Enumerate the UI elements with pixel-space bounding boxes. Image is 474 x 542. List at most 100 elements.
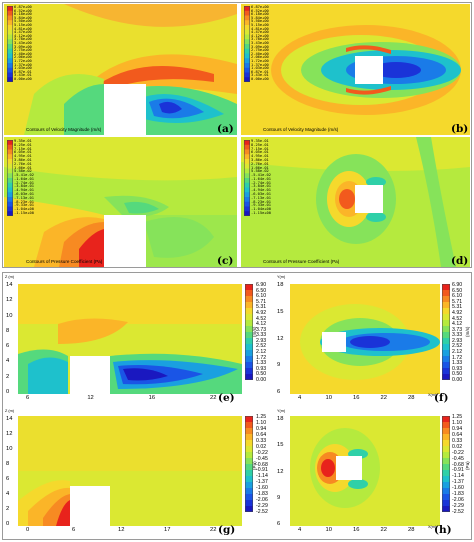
colorbar-band: [7, 178, 13, 184]
colorbar-band: [442, 308, 450, 315]
x-tick-label: 16: [353, 395, 360, 401]
colorbar-tick-label: 4.12: [452, 321, 463, 328]
panel-a: 6.87e+00 6.52e+00 6.18e+00 5.84e+00 5.50e+00…: [4, 4, 237, 135]
colorbar-band: [442, 374, 450, 380]
colorbar-tick-label: 1.03e+00: [251, 66, 269, 71]
colorbar-tick-label: 3.33: [452, 332, 463, 339]
panel-h-colorbar: [442, 416, 450, 512]
y-tick-label: 6: [277, 389, 281, 395]
colorbar-band: [245, 440, 253, 447]
colorbar-band: [7, 63, 13, 69]
colorbar-band: [7, 159, 13, 165]
panel-e-label: (e): [218, 392, 235, 404]
panel-e: Z (m) 14 12 10 8 6 4 2 0 6 12 16 22 (e): [4, 274, 262, 406]
colorbar-band: [245, 338, 253, 345]
colorbar-band: [244, 211, 250, 216]
y-tick-label: 0: [6, 521, 10, 527]
y-tick-label: 18: [277, 282, 284, 288]
colorbar-tick-label: 1.66e-01: [251, 165, 269, 170]
colorbar-band: [7, 173, 13, 179]
colorbar-band: [245, 368, 253, 375]
panel-g-contour: [18, 416, 242, 526]
colorbar-tick-label: 0.02: [452, 443, 463, 450]
colorbar-band: [442, 368, 450, 375]
panel-h-xaxis-title: X(m): [428, 525, 437, 529]
colorbar-band: [244, 72, 250, 78]
x-tick-label: 28: [408, 527, 415, 533]
panel-g-colorbar: [245, 416, 253, 512]
panel-e-xtick: 6 12 16 22: [18, 395, 242, 403]
colorbar-tick-label: 6.10: [256, 293, 267, 300]
colorbar-tick-label: -3.84e-01: [251, 184, 271, 189]
colorbar-band: [245, 482, 253, 489]
panel-e-colorbar: [245, 284, 253, 380]
colorbar-tick-label: -0.68: [452, 461, 464, 468]
colorbar-tick-label: 3.43e+00: [14, 41, 32, 45]
colorbar-band: [244, 178, 250, 184]
panel-a-colorbar-labels: 6.87e+00 6.52e+00 6.18e+00 5.84e+00 5.50e+00…: [14, 5, 44, 82]
panel-h: Y(m) 18 15 12 9 6 4 10 16 22 28 X(m) (h): [276, 408, 452, 538]
colorbar-tick-label: -0.68: [256, 461, 268, 468]
colorbar-tick-label: 2.40e+00: [14, 51, 32, 56]
colorbar-tick-label: 6.10: [452, 293, 463, 300]
colorbar-band: [244, 34, 250, 40]
colorbar-band: [245, 362, 253, 369]
colorbar-tick-label: 5.71: [452, 298, 463, 305]
panel-b-colorbar-labels: 6.87e+00 6.52e+00 6.18e+00 5.84e+00 5.50e+00…: [251, 5, 281, 82]
colorbar-band: [442, 350, 450, 357]
y-tick-label: 15: [277, 308, 284, 315]
colorbar-band: [244, 67, 250, 73]
panel-c: 9.35e-01 8.25e-01 7.15e-01 6.05e-01 4.95e-01…: [4, 137, 237, 267]
colorbar-tick-label: 0.33: [452, 437, 463, 444]
colorbar-band: [442, 284, 450, 291]
y-tick-label: 6: [6, 476, 10, 482]
colorbar-tick-label: -7.13e-01: [14, 195, 34, 200]
x-tick-label: 16: [148, 395, 156, 401]
panel-f-colorbar-labels: 6.90 6.50 6.10 5.71 5.31 4.92 4.52 4.12 3.73 3.33…: [452, 282, 468, 383]
panel-a-colorbar: [7, 6, 13, 82]
colorbar-tick-label: 2.06e+00: [251, 55, 269, 60]
y-tick-label: 14: [6, 282, 13, 288]
colorbar-tick-label: 2.76e-01: [14, 161, 32, 166]
colorbar-band: [442, 344, 450, 351]
colorbar-tick-label: 3.78e+00: [14, 37, 32, 42]
colorbar-tick-label: 1.72e+00: [251, 59, 269, 63]
colorbar-band: [245, 350, 253, 357]
colorbar-tick-label: 2.52: [256, 343, 267, 350]
panel-g-yaxis-title: Z (m): [5, 409, 15, 413]
panel-a-title: Contours of Velocity Magnitude (m/s): [26, 127, 102, 132]
colorbar-tick-label: 4.12e+00: [251, 33, 269, 38]
colorbar-tick-label: -1.04e+00: [14, 207, 34, 212]
colorbar-tick-label: -0.91: [256, 467, 268, 474]
colorbar-tick-label: 0.02: [256, 443, 267, 450]
y-tick-label: 14: [6, 416, 13, 422]
y-tick-label: 10: [6, 446, 13, 452]
colorbar-band: [244, 63, 250, 69]
colorbar-band: [245, 356, 253, 363]
panel-b-label: (b): [451, 123, 469, 135]
colorbar-tick-label: -2.29: [452, 503, 464, 510]
colorbar-tick-label: 6.87e+00: [14, 5, 32, 9]
colorbar-tick-label: -1.60: [256, 485, 268, 492]
panel-c-title: Contours of Pressure Coefficient (Pa): [26, 259, 103, 264]
colorbar-tick-label: 3.43e+00: [251, 41, 269, 45]
colorbar-tick-label: -0.45: [452, 455, 464, 462]
colorbar-band: [442, 290, 450, 297]
panel-e-colorbar-labels: 6.90 6.50 6.10 5.71 5.31 4.92 4.52 4.12 3.73 3.33…: [256, 282, 272, 383]
colorbar-tick-label: 2.93: [256, 337, 267, 344]
colorbar-tick-label: -0.91: [452, 467, 464, 474]
colorbar-band: [244, 10, 250, 16]
x-tick-label: 22: [210, 527, 217, 533]
colorbar-tick-label: -1.83: [452, 491, 464, 498]
colorbar-tick-label: 2.06e+00: [14, 55, 32, 60]
colorbar-band: [245, 422, 253, 429]
colorbar-band: [7, 201, 13, 207]
x-tick-label: 12: [118, 527, 125, 533]
colorbar-tick-label: 6.52e+00: [14, 8, 32, 13]
colorbar-tick-label: 1.72: [452, 354, 463, 361]
colorbar-tick-label: -0.22: [452, 449, 464, 456]
colorbar-band: [245, 302, 253, 309]
colorbar-tick-label: 0.64: [256, 431, 267, 438]
colorbar-band: [442, 320, 450, 327]
y-tick-label: 8: [6, 327, 10, 334]
